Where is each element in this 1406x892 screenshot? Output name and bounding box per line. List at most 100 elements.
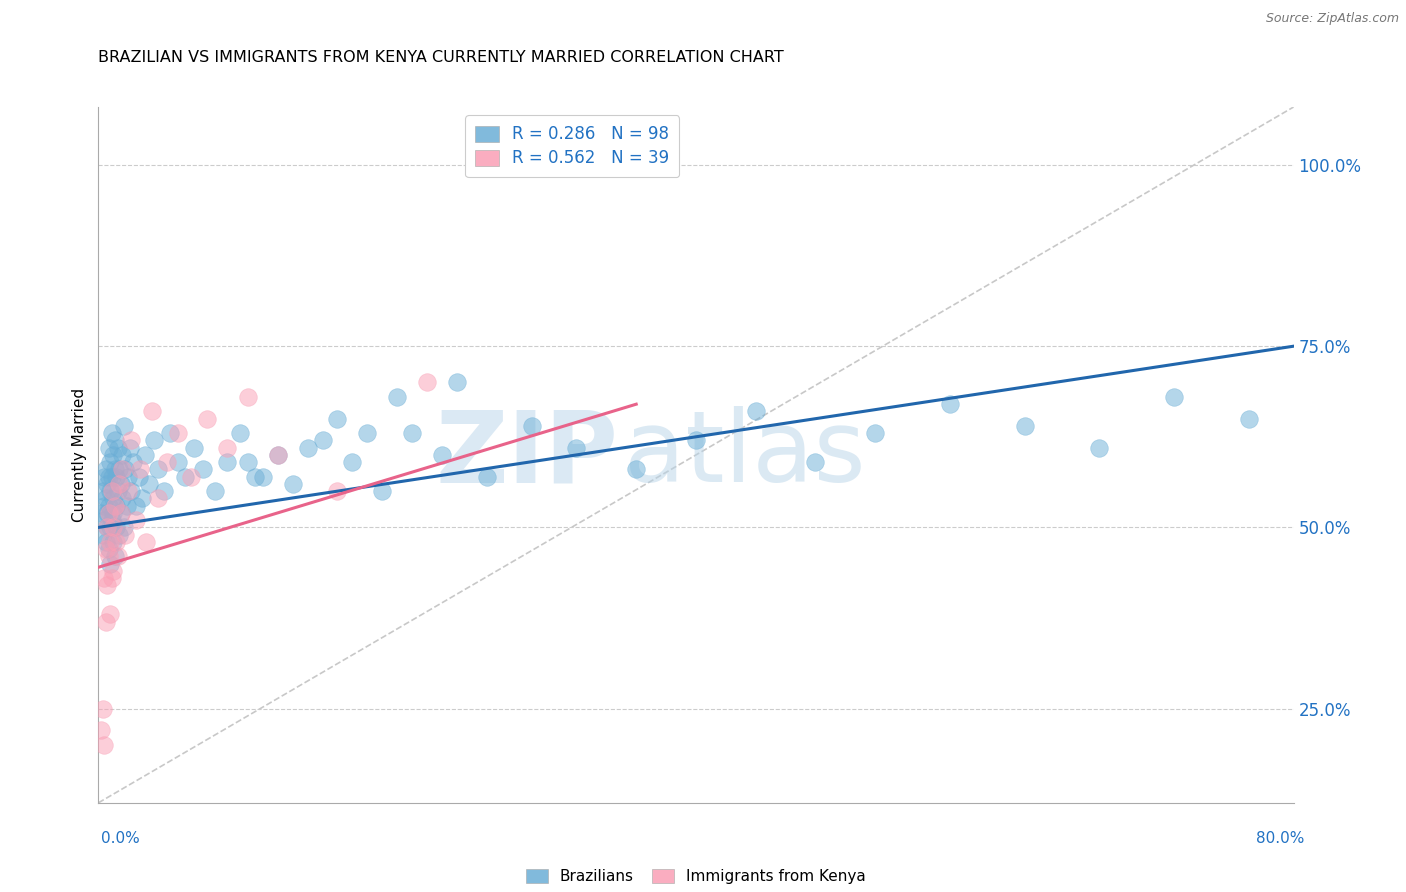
Point xyxy=(96,520,118,534)
Point xyxy=(104,499,127,513)
Point xyxy=(326,484,349,499)
Point xyxy=(104,462,127,476)
Point xyxy=(138,476,160,491)
Point xyxy=(342,455,364,469)
Point xyxy=(93,738,115,752)
Point xyxy=(96,506,118,520)
Point xyxy=(229,426,252,441)
Point xyxy=(939,397,962,411)
Point xyxy=(865,426,887,441)
Point xyxy=(97,549,120,564)
Point xyxy=(125,513,148,527)
Point xyxy=(236,455,259,469)
Point xyxy=(1014,419,1036,434)
Point xyxy=(93,499,115,513)
Point xyxy=(110,506,132,520)
Point xyxy=(1386,361,1406,376)
Point xyxy=(108,527,131,541)
Point xyxy=(91,484,114,499)
Point xyxy=(117,484,139,499)
Point xyxy=(101,469,124,483)
Point xyxy=(108,462,131,476)
Point xyxy=(101,484,124,499)
Point xyxy=(385,390,409,404)
Point xyxy=(110,476,132,491)
Legend: Brazilians, Immigrants from Kenya: Brazilians, Immigrants from Kenya xyxy=(520,863,872,890)
Text: 0.0%: 0.0% xyxy=(101,831,141,846)
Point xyxy=(371,484,394,499)
Point xyxy=(105,499,128,513)
Point xyxy=(90,506,112,520)
Point xyxy=(90,723,112,738)
Point xyxy=(174,469,197,483)
Point xyxy=(1088,441,1111,455)
Point xyxy=(94,542,117,557)
Point xyxy=(191,462,214,476)
Point xyxy=(156,455,179,469)
Point xyxy=(98,607,122,622)
Point xyxy=(101,513,124,527)
Point xyxy=(135,535,157,549)
Point xyxy=(148,462,170,476)
Point xyxy=(105,520,128,534)
Point xyxy=(215,455,238,469)
Point xyxy=(114,527,136,541)
Point xyxy=(624,462,647,476)
Point xyxy=(98,455,122,469)
Point xyxy=(166,455,188,469)
Point xyxy=(297,441,319,455)
Point xyxy=(311,434,333,448)
Point xyxy=(98,484,122,499)
Point xyxy=(128,469,150,483)
Point xyxy=(96,476,118,491)
Point xyxy=(112,419,135,434)
Point xyxy=(96,578,118,592)
Point xyxy=(93,571,115,585)
Point xyxy=(267,448,290,462)
Point xyxy=(107,441,129,455)
Point xyxy=(416,376,439,390)
Point xyxy=(685,434,707,448)
Point xyxy=(281,476,304,491)
Point xyxy=(520,419,543,434)
Point xyxy=(121,455,143,469)
Point xyxy=(94,462,117,476)
Point xyxy=(120,434,142,448)
Point xyxy=(745,404,768,418)
Point xyxy=(180,469,202,483)
Point xyxy=(98,520,122,534)
Point xyxy=(115,499,138,513)
Point xyxy=(215,441,238,455)
Point xyxy=(112,520,135,534)
Point xyxy=(93,513,115,527)
Point xyxy=(111,462,134,476)
Point xyxy=(120,484,142,499)
Point xyxy=(110,506,132,520)
Point xyxy=(97,542,120,557)
Point xyxy=(96,520,118,534)
Point xyxy=(1357,252,1379,267)
Point xyxy=(91,527,114,541)
Text: atlas: atlas xyxy=(624,407,866,503)
Point xyxy=(91,701,114,715)
Y-axis label: Currently Married: Currently Married xyxy=(72,388,87,522)
Point xyxy=(107,549,129,564)
Point xyxy=(97,506,120,520)
Point xyxy=(446,376,468,390)
Point xyxy=(142,434,165,448)
Point xyxy=(111,491,134,506)
Point xyxy=(117,469,139,483)
Point xyxy=(153,484,176,499)
Point xyxy=(94,491,117,506)
Point xyxy=(103,491,125,506)
Point xyxy=(326,411,349,425)
Point xyxy=(252,469,274,483)
Point xyxy=(94,615,117,629)
Point xyxy=(565,441,588,455)
Point xyxy=(104,549,127,564)
Point xyxy=(183,441,205,455)
Point xyxy=(236,390,259,404)
Text: 80.0%: 80.0% xyxy=(1257,831,1305,846)
Point xyxy=(267,448,290,462)
Point xyxy=(107,484,129,499)
